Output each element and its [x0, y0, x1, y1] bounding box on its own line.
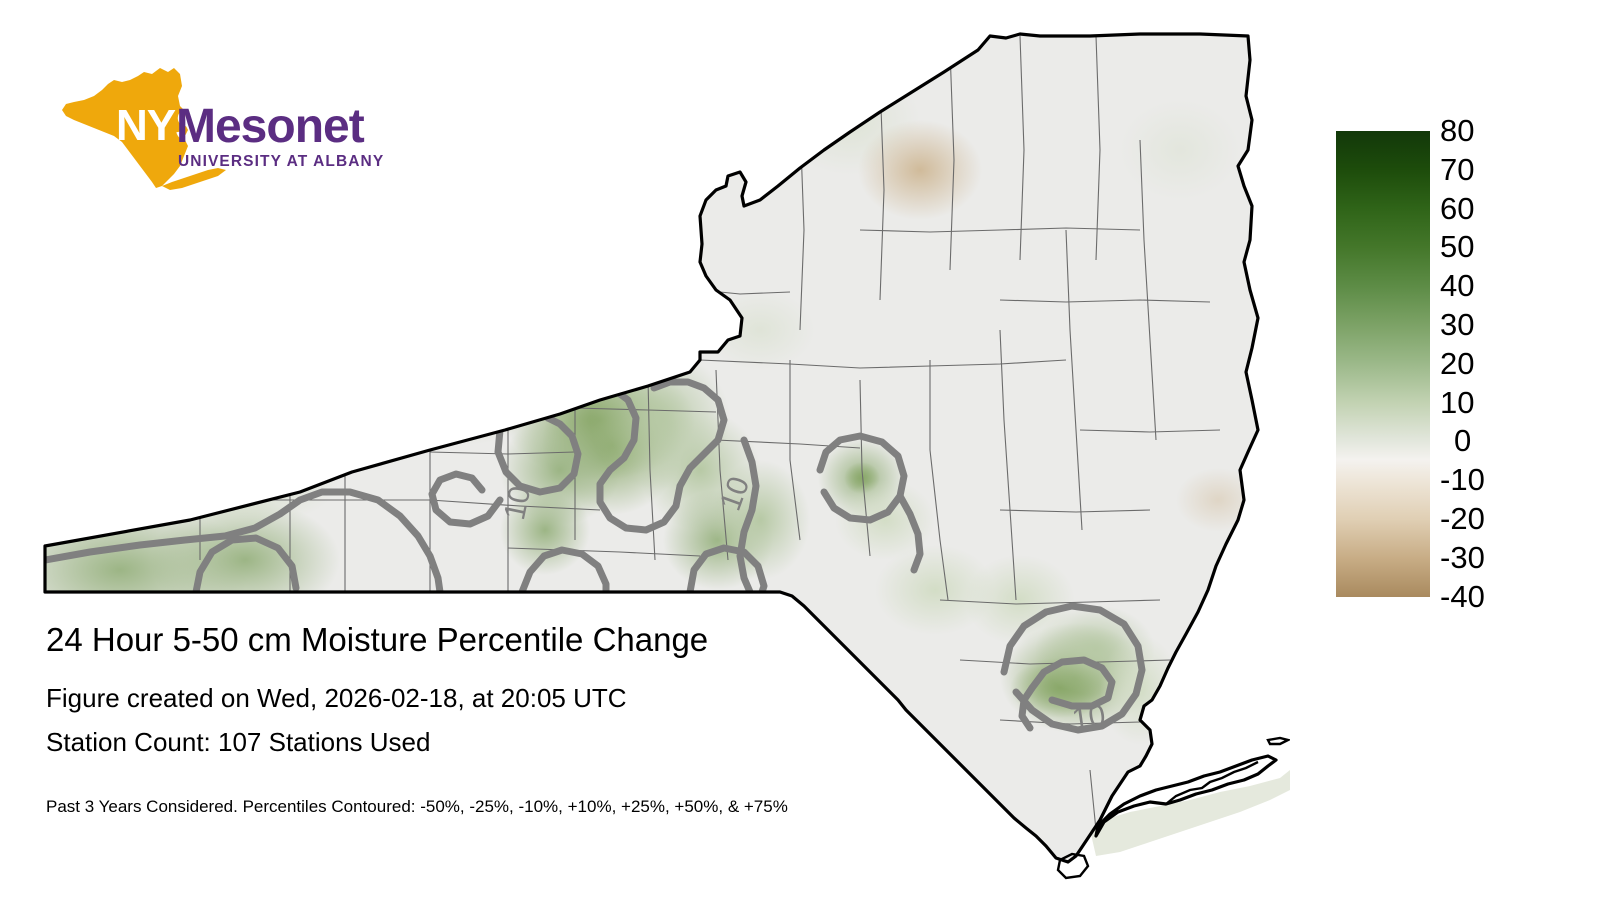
- colorbar-tick-neg20: -20: [1440, 501, 1485, 536]
- caption-block: 24 Hour 5-50 cm Moisture Percentile Chan…: [46, 620, 1146, 818]
- colorbar-gradient: [1336, 131, 1430, 597]
- logo-text-nys: NYS: [116, 101, 203, 150]
- colorbar-tick-70: 70: [1440, 151, 1475, 187]
- figure-created-text: Figure created on Wed, 2026-02-18, at 20…: [46, 683, 627, 713]
- colorbar-tick-0: 0: [1454, 423, 1472, 459]
- staten-island: [1056, 852, 1090, 880]
- colorbar-tick-50: 50: [1440, 229, 1475, 265]
- nys-mesonet-logo: NYS Mesonet UNIVERSITY AT ALBANY: [56, 62, 396, 192]
- contour-label-10-west: 10: [498, 483, 537, 523]
- fishers-island: [1266, 736, 1290, 746]
- colorbar-tick-20: 20: [1440, 345, 1475, 381]
- new-york-state-map: 10 10 10: [43, 32, 1290, 880]
- logo-text-university: UNIVERSITY AT ALBANY: [178, 153, 384, 170]
- logo-long-island-shape: [162, 168, 226, 190]
- long-island-outline: [1094, 754, 1278, 838]
- long-island-north-fork: [1165, 760, 1259, 805]
- footnote-text: Past 3 Years Considered. Percentiles Con…: [46, 797, 788, 816]
- colorbar-tick-60: 60: [1440, 190, 1475, 226]
- colorbar-group: 80 70 60 50 40 30 20 10 0 -10 -20 -30 -4…: [1336, 115, 1566, 612]
- logo-text-mesonet: Mesonet: [176, 100, 365, 153]
- state-outline: [43, 32, 1260, 864]
- colorbar-tick-neg40: -40: [1440, 578, 1485, 614]
- logo-state-shape: [62, 68, 188, 188]
- page-title: 24 Hour 5-50 cm Moisture Percentile Chan…: [46, 621, 709, 658]
- colorbar-tick-neg30: -30: [1440, 539, 1485, 575]
- colorbar-tick-80: 80: [1440, 113, 1475, 148]
- colorbar-tick-40: 40: [1440, 268, 1475, 304]
- colorbar-tick-30: 30: [1440, 307, 1475, 342]
- colorbar-tick-10: 10: [1440, 384, 1475, 420]
- contour-label-10-southeast: 10: [1070, 699, 1108, 736]
- colorbar-tick-neg10: -10: [1440, 462, 1485, 498]
- map-panel: 10 10 10: [43, 32, 1290, 880]
- station-count-text: Station Count: 107 Stations Used: [46, 727, 431, 757]
